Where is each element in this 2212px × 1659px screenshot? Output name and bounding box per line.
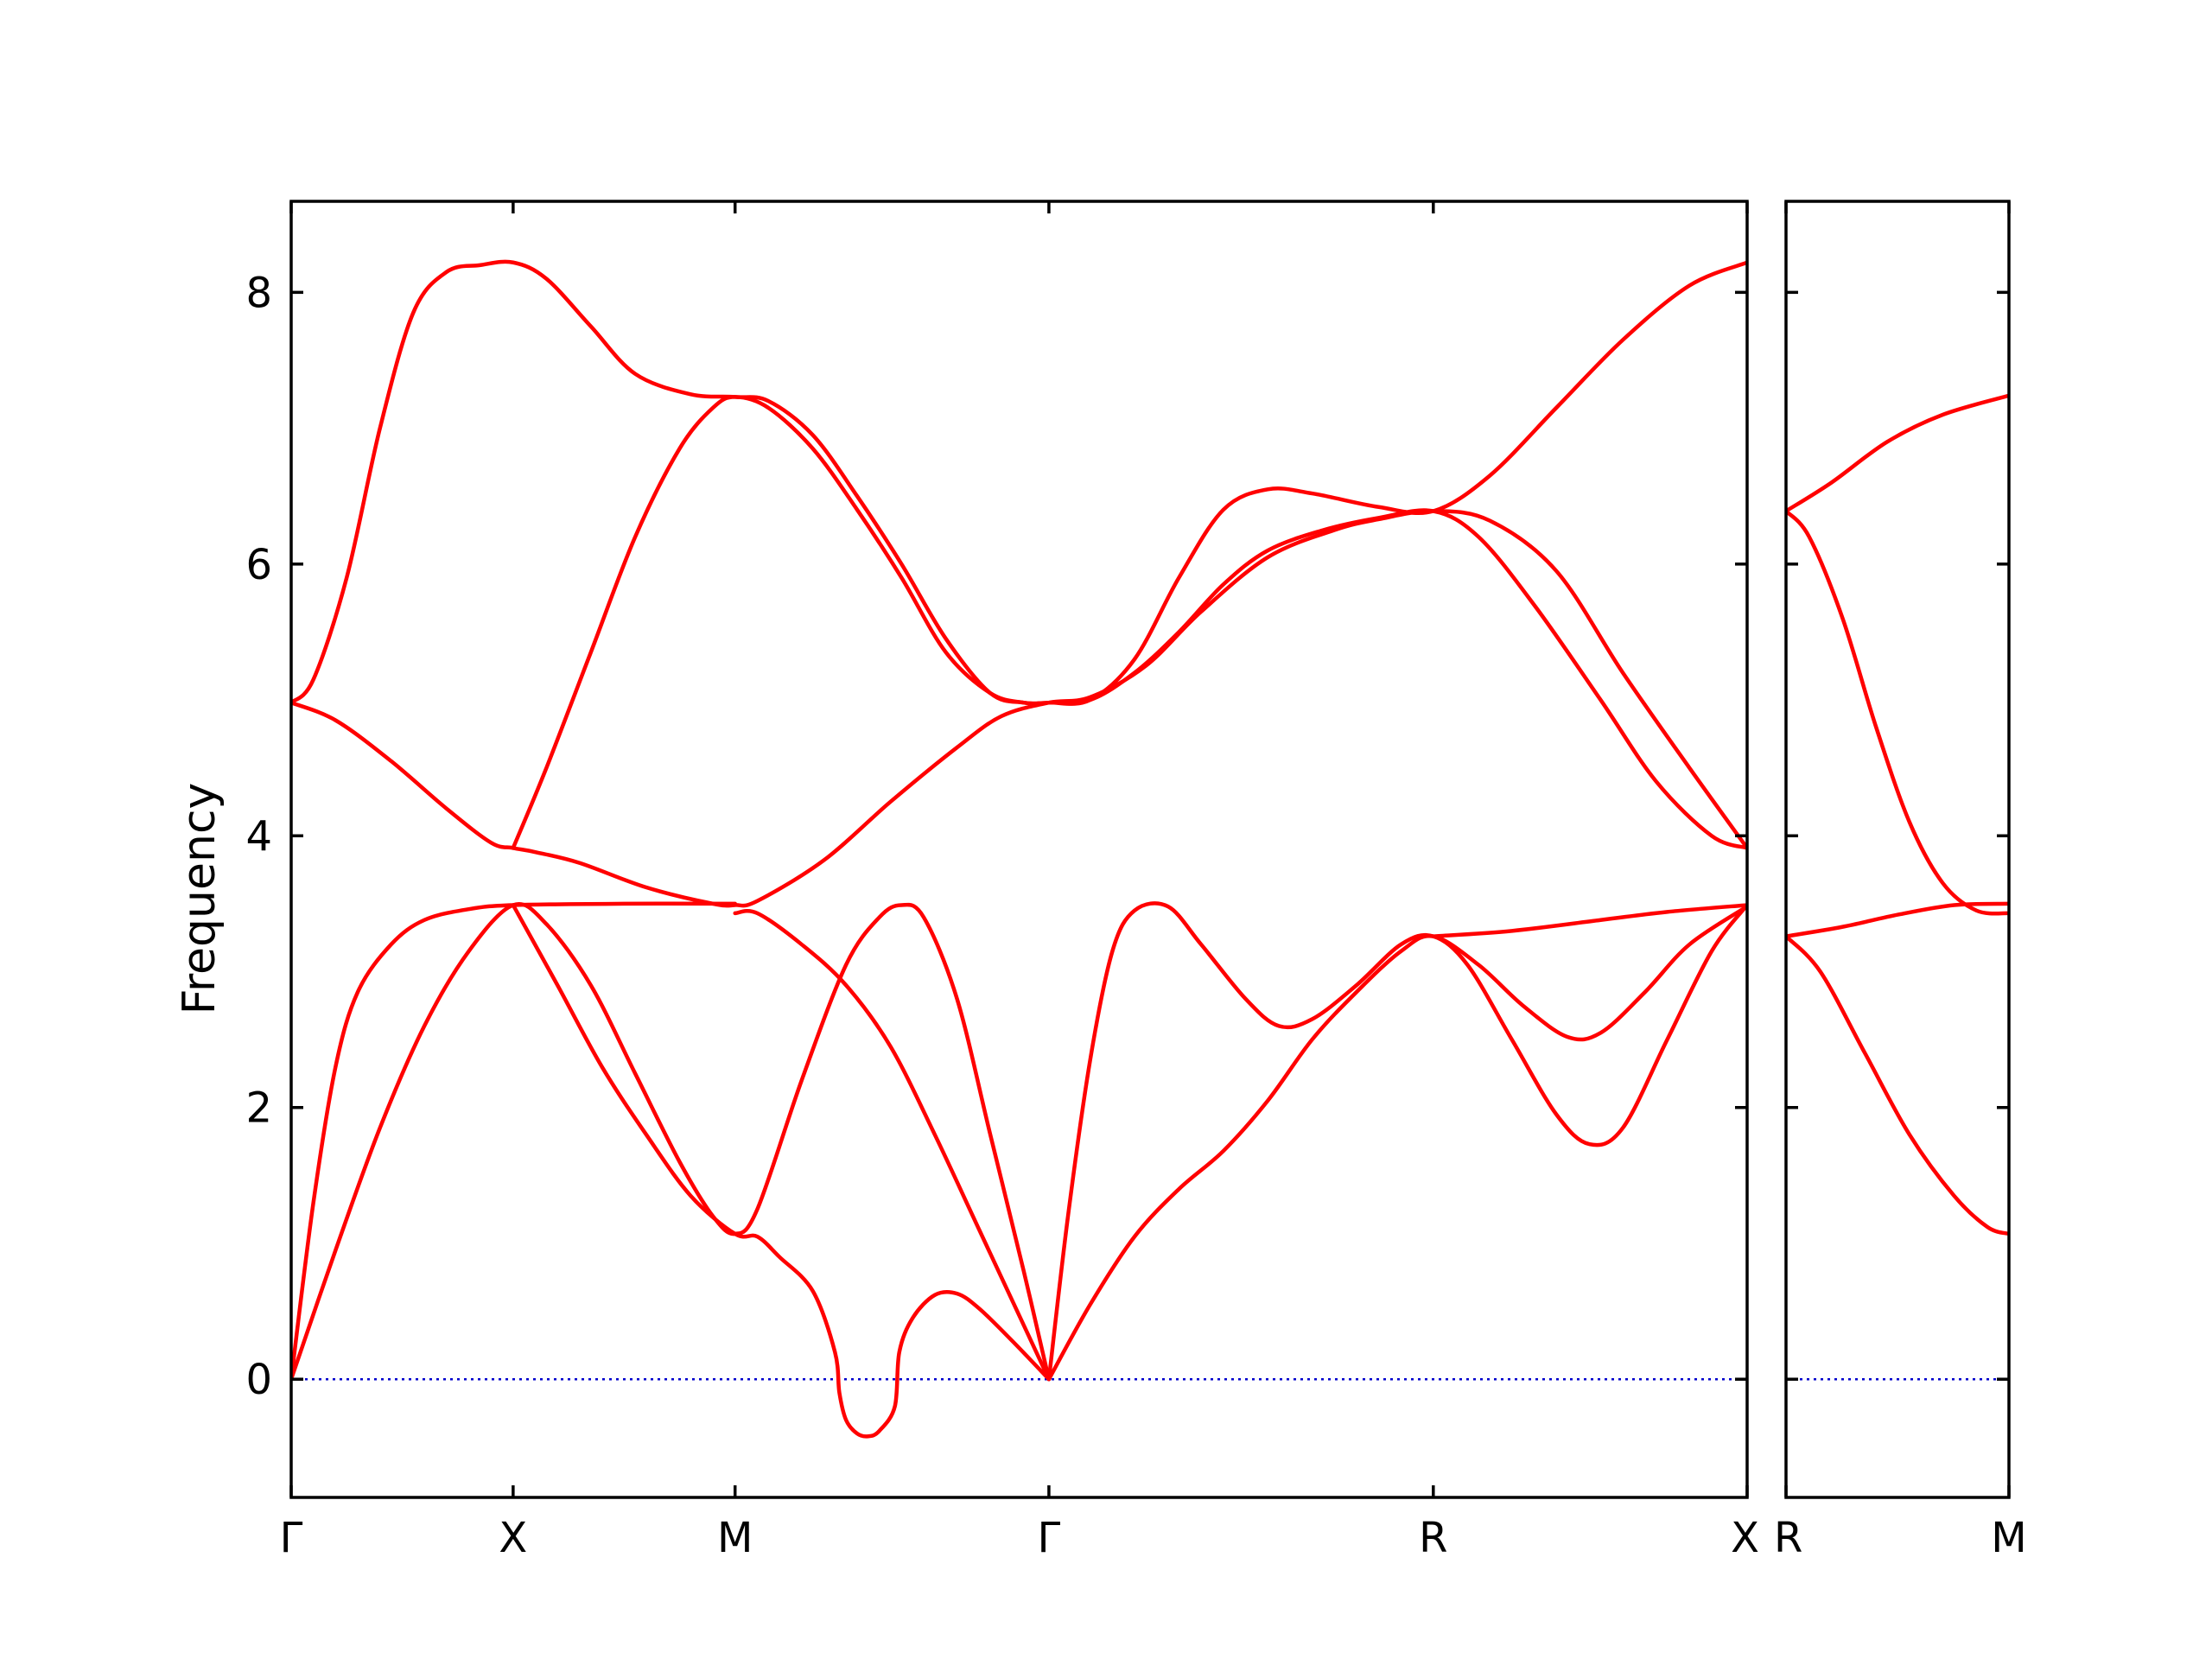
panel-1: 0 2 4 6 8 Γ X M Γ R X <box>245 200 1759 1562</box>
y-tick-label: 6 <box>245 541 272 589</box>
bands <box>291 259 1747 1439</box>
bands <box>1786 393 2009 1236</box>
x-tick-label: X <box>1731 1514 1759 1562</box>
band-line-1-5 <box>291 902 1052 1382</box>
x-tick-label: M <box>1991 1514 2026 1562</box>
x-tick-label: R <box>1419 1514 1447 1562</box>
band-line-2-1 <box>1786 393 2009 513</box>
axes-frame <box>1784 200 2011 1499</box>
y-tick-label: 2 <box>245 1084 272 1133</box>
y-tick-label: 0 <box>245 1356 272 1404</box>
band-line-1-2 <box>291 509 1747 908</box>
y-axis-title: Frequency <box>174 783 226 1015</box>
band-line-1-1 <box>291 259 1747 706</box>
x-tick-label: Γ <box>1038 1514 1061 1562</box>
y-tick-label: 8 <box>245 269 272 317</box>
band-line-1-4 <box>291 901 737 1382</box>
x-tick-label: Γ <box>280 1514 303 1562</box>
axes-frame <box>289 200 1749 1499</box>
band-line-1-10 <box>1431 903 1747 938</box>
band-line-2-3 <box>1786 901 2009 938</box>
band-line-1-9 <box>1046 904 1747 1382</box>
band-line-1-7 <box>733 909 1052 1382</box>
x-tick-label: X <box>499 1514 527 1562</box>
band-line-2-2 <box>1786 509 2009 916</box>
band-line-1-8 <box>1046 901 1747 1382</box>
band-line-1-3 <box>511 395 1747 850</box>
band-line-2-4 <box>1786 934 2009 1236</box>
x-tick-label: M <box>717 1514 753 1562</box>
y-tick-label: 4 <box>245 812 272 861</box>
x-tick-label: R <box>1774 1514 1802 1562</box>
band-line-1-6 <box>511 903 1052 1439</box>
